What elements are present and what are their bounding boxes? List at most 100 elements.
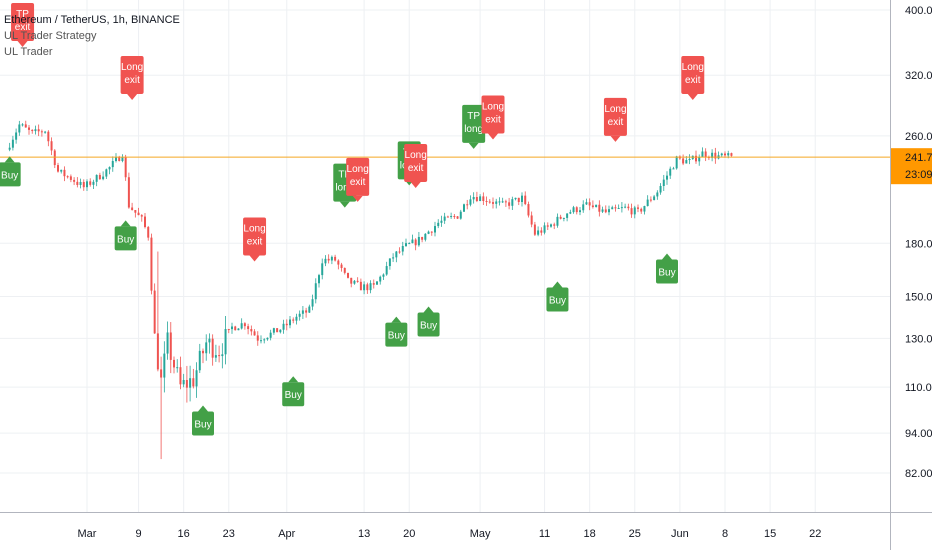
- candle-body: [395, 251, 398, 258]
- candle-body: [24, 124, 27, 128]
- buy-signal[interactable]: Buy: [417, 306, 440, 337]
- candle-body: [318, 275, 320, 284]
- exit-signal[interactable]: Long exit: [603, 97, 627, 142]
- signal-label-box: [0, 162, 21, 187]
- candle-body: [205, 342, 208, 354]
- signal-label-box: [385, 322, 408, 347]
- candle-body: [285, 323, 288, 326]
- candle-body: [353, 280, 356, 284]
- candle-body: [340, 264, 343, 268]
- candle-body: [424, 233, 427, 240]
- candle-body: [308, 306, 311, 313]
- signal-pointer: [687, 93, 698, 100]
- buy-signal[interactable]: Buy: [0, 156, 21, 187]
- candle-body: [298, 313, 301, 317]
- candle-body: [198, 350, 201, 371]
- signal-label-text: Long: [243, 223, 265, 234]
- candle-body: [98, 174, 101, 180]
- candle-body: [343, 267, 346, 273]
- signal-label-text: TP: [467, 111, 480, 122]
- candle-body: [440, 220, 443, 223]
- candle-body: [169, 332, 172, 360]
- exit-signal[interactable]: TP exit: [11, 3, 35, 48]
- price-tick-label: 150.00: [905, 292, 932, 304]
- candle-body: [121, 157, 124, 162]
- candle-body: [363, 284, 366, 291]
- candle-body: [60, 169, 63, 172]
- candle-body: [21, 124, 24, 126]
- countdown-label: 23:09: [905, 169, 932, 181]
- candle-body: [111, 161, 114, 168]
- candle-body: [305, 310, 308, 313]
- candle-body: [63, 169, 66, 177]
- candle-body: [388, 258, 391, 267]
- candle-body: [508, 202, 511, 206]
- price-tick-label: 260.00: [905, 131, 932, 143]
- candle-body: [649, 199, 652, 201]
- candle-body: [214, 355, 217, 358]
- time-tick-label: 16: [178, 528, 190, 540]
- buy-signal[interactable]: Buy: [546, 281, 569, 312]
- price-tick-label: 82.00: [905, 468, 932, 480]
- candle-body: [231, 326, 233, 330]
- candle-body: [8, 147, 11, 150]
- buy-signal[interactable]: Buy: [282, 376, 305, 407]
- time-tick-label: Jun: [671, 528, 689, 540]
- candle-body: [427, 231, 430, 234]
- candle-body: [160, 369, 163, 378]
- indicator-strategy-label[interactable]: UL Trader Strategy: [4, 30, 97, 42]
- price-tick-label: 320.00: [905, 70, 932, 82]
- exit-signal[interactable]: Long exit: [346, 157, 370, 202]
- signal-label-text: exit: [124, 75, 140, 86]
- candle-body: [453, 216, 456, 218]
- candle-body: [682, 158, 685, 164]
- candle-body: [115, 157, 117, 162]
- candle-body: [672, 168, 675, 170]
- candle-body: [385, 266, 388, 275]
- candle-body: [321, 263, 324, 276]
- exit-signal[interactable]: Long exit: [120, 55, 144, 100]
- candle-body: [533, 224, 536, 235]
- buy-signal[interactable]: Buy: [656, 253, 678, 284]
- exit-signal[interactable]: Long exit: [243, 217, 267, 262]
- candle-body: [202, 350, 204, 354]
- signal-pointer: [662, 253, 672, 260]
- price-tick-label: 400.00: [905, 5, 932, 17]
- candle-body: [108, 167, 111, 170]
- candle-body: [666, 175, 668, 180]
- candle-body: [11, 139, 14, 148]
- candle-body: [553, 224, 556, 226]
- candle-body: [643, 206, 646, 212]
- candle-body: [598, 204, 601, 212]
- candle-body: [31, 129, 34, 132]
- signal-label-text: TP: [16, 9, 29, 20]
- exit-signal[interactable]: Long exit: [481, 95, 505, 140]
- candle-body: [44, 131, 47, 133]
- candle-body: [89, 181, 92, 185]
- buy-signal[interactable]: Buy: [114, 220, 137, 251]
- candle-body: [495, 201, 498, 204]
- candle-body: [18, 124, 21, 133]
- candle-body: [131, 207, 134, 211]
- indicator-label[interactable]: UL Trader: [4, 46, 53, 58]
- candle-body: [669, 168, 672, 176]
- candle-body: [695, 155, 697, 162]
- candle-body: [260, 340, 262, 342]
- time-tick-label: 8: [722, 528, 728, 540]
- time-tick-label: 23: [223, 528, 235, 540]
- buy-signal[interactable]: Buy: [385, 316, 408, 347]
- candle-body: [417, 236, 420, 246]
- candle-body: [105, 169, 108, 177]
- candle-body: [314, 283, 317, 300]
- exit-signal[interactable]: Long exit: [681, 55, 705, 100]
- last-price-marker: 241.70 23:09: [891, 148, 932, 185]
- signal-pointer: [352, 195, 363, 202]
- signal-label-box: [114, 226, 137, 251]
- buy-signal[interactable]: Buy: [192, 405, 214, 436]
- buy-signal[interactable]: TP long: [462, 104, 486, 149]
- candle-body: [501, 201, 504, 203]
- candle-body: [421, 236, 424, 240]
- candle-body: [656, 192, 659, 197]
- exit-signal[interactable]: Long exit: [404, 144, 428, 189]
